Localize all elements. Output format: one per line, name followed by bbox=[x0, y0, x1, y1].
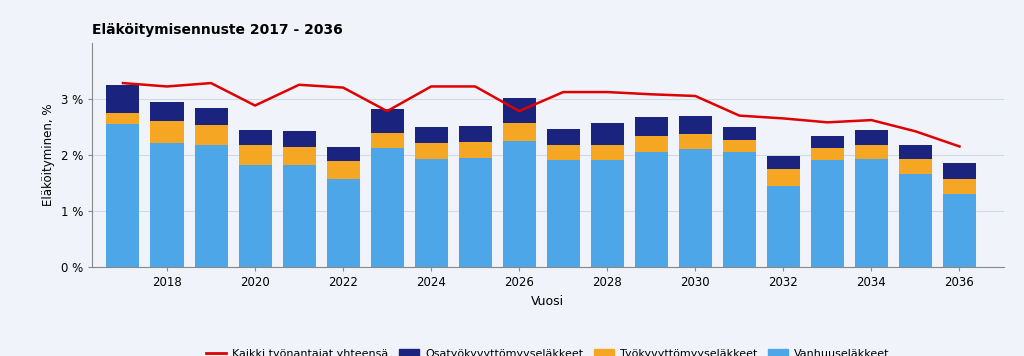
Bar bbox=[415, 142, 447, 159]
Bar bbox=[327, 161, 359, 179]
Bar bbox=[503, 141, 536, 267]
Bar bbox=[327, 147, 359, 161]
Bar bbox=[899, 174, 932, 267]
Bar bbox=[943, 163, 976, 179]
Bar bbox=[415, 127, 447, 142]
Bar bbox=[371, 148, 403, 267]
Bar bbox=[195, 145, 227, 267]
Bar bbox=[943, 194, 976, 267]
Bar bbox=[855, 145, 888, 159]
Bar bbox=[591, 123, 624, 145]
Bar bbox=[503, 98, 536, 123]
Bar bbox=[151, 142, 183, 267]
Bar bbox=[371, 133, 403, 148]
Bar bbox=[811, 161, 844, 267]
Bar bbox=[767, 186, 800, 267]
Legend: Kaikki työnantajat yhteensä, Osatyökyvyttömyyseläkkeet, Työkyvyttömyyseläkkeet, : Kaikki työnantajat yhteensä, Osatyökyvyt… bbox=[202, 344, 894, 356]
Bar bbox=[767, 169, 800, 186]
Bar bbox=[151, 121, 183, 142]
Bar bbox=[415, 159, 447, 267]
Bar bbox=[899, 159, 932, 174]
Bar bbox=[811, 148, 844, 161]
Bar bbox=[767, 156, 800, 169]
Bar bbox=[195, 125, 227, 145]
Bar bbox=[591, 145, 624, 161]
Bar bbox=[283, 131, 315, 147]
Bar bbox=[459, 158, 492, 267]
Bar bbox=[239, 130, 271, 145]
Bar bbox=[679, 149, 712, 267]
Y-axis label: Eläköityminen, %: Eläköityminen, % bbox=[42, 104, 55, 206]
Bar bbox=[503, 123, 536, 141]
Bar bbox=[283, 147, 315, 165]
Bar bbox=[547, 145, 580, 161]
Bar bbox=[106, 113, 139, 124]
Bar bbox=[591, 161, 624, 267]
Bar bbox=[635, 136, 668, 152]
Bar bbox=[547, 129, 580, 145]
Bar bbox=[855, 159, 888, 267]
Bar bbox=[327, 179, 359, 267]
Bar bbox=[635, 117, 668, 136]
Bar bbox=[151, 101, 183, 121]
Text: Eläköitymisennuste 2017 - 2036: Eläköitymisennuste 2017 - 2036 bbox=[92, 23, 343, 37]
Bar bbox=[459, 142, 492, 158]
Bar bbox=[855, 130, 888, 145]
Bar bbox=[723, 152, 756, 267]
Bar bbox=[239, 145, 271, 165]
Bar bbox=[943, 179, 976, 194]
Bar bbox=[811, 136, 844, 148]
Bar bbox=[547, 161, 580, 267]
Bar bbox=[239, 165, 271, 267]
Bar bbox=[195, 108, 227, 125]
Bar bbox=[723, 127, 756, 140]
Bar bbox=[679, 134, 712, 149]
Bar bbox=[106, 85, 139, 113]
Bar bbox=[459, 126, 492, 142]
Bar bbox=[723, 140, 756, 152]
Bar bbox=[899, 145, 932, 159]
Bar bbox=[283, 165, 315, 267]
X-axis label: Vuosi: Vuosi bbox=[531, 294, 564, 308]
Bar bbox=[106, 124, 139, 267]
Bar bbox=[635, 152, 668, 267]
Bar bbox=[679, 116, 712, 134]
Bar bbox=[371, 109, 403, 133]
